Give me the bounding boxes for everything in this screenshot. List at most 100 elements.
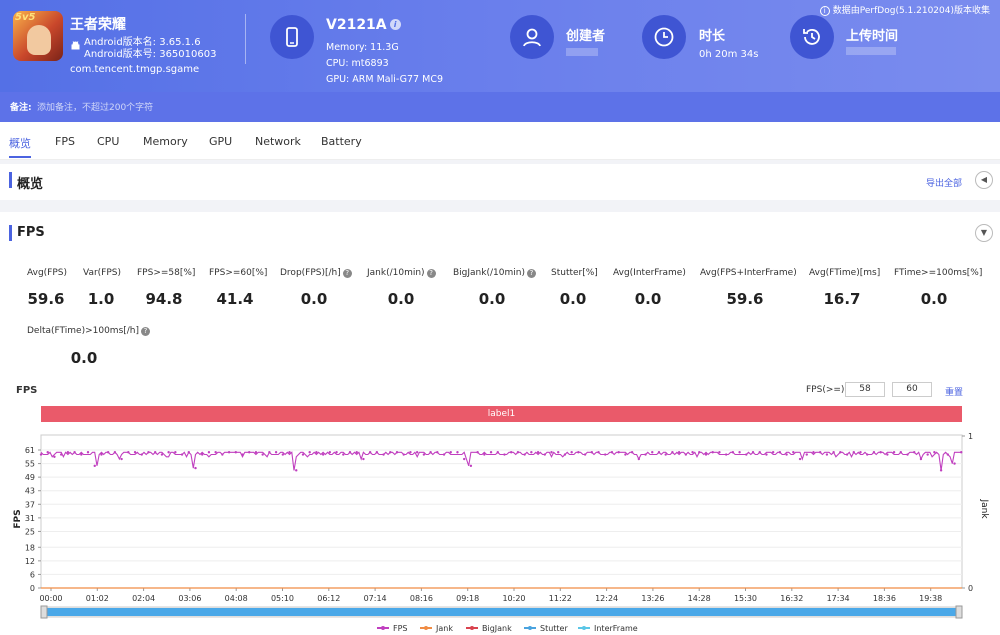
device-name: V2121A i xyxy=(326,17,401,33)
metric-value: 0.0 xyxy=(634,290,662,308)
legend-label[interactable]: Stutter xyxy=(540,624,568,633)
label-bar[interactable]: label1 xyxy=(41,406,962,422)
metric-label: Avg(FPS+InterFrame) xyxy=(700,268,797,278)
range-handle-left[interactable] xyxy=(40,605,48,619)
fps-point xyxy=(845,453,849,456)
remark-bar xyxy=(0,92,1000,122)
fps-point xyxy=(295,469,298,472)
fps-point xyxy=(597,451,600,454)
x-tick-label: 15:30 xyxy=(734,594,757,603)
fps-point xyxy=(570,451,573,454)
fps-chart[interactable]: 0 6 12 18 25 31 37 43 49 55 61 0 1 FPS Jank 00:00 01:02 0… xyxy=(0,425,1000,635)
fps-point xyxy=(174,451,177,454)
fps-point xyxy=(530,451,533,454)
info-circle-icon: i xyxy=(819,6,830,16)
fps-point xyxy=(866,453,869,456)
fps-point xyxy=(53,455,56,458)
export-all-link[interactable]: 导出全部 xyxy=(926,179,963,189)
fps-point xyxy=(227,451,231,454)
fps-point xyxy=(590,451,594,454)
fps-point xyxy=(395,451,399,454)
tab-gpu[interactable]: GPU xyxy=(209,135,233,148)
fps-point xyxy=(288,451,291,454)
fps-threshold-label: FPS(>=) xyxy=(806,385,845,395)
fps-point xyxy=(127,451,130,454)
help-icon[interactable]: ? xyxy=(426,269,436,278)
info-icon[interactable]: i xyxy=(389,19,401,30)
overview-section xyxy=(0,164,1000,200)
phone-icon xyxy=(270,15,314,59)
fps-point xyxy=(832,451,835,454)
fps-point xyxy=(718,451,721,454)
fps-point xyxy=(234,451,237,454)
app-icon-badge: 5v5 xyxy=(15,12,36,23)
duration-value: 0h 20m 34s xyxy=(699,49,759,60)
fps-point xyxy=(899,451,902,454)
source-note: i 数据由PerfDog(5.1.210204)版本收集 xyxy=(819,3,990,16)
fps-threshold-input-2[interactable]: 60 xyxy=(892,382,932,397)
y-tick-label: 55 xyxy=(25,460,35,469)
fps-point xyxy=(818,451,822,454)
tab-cpu[interactable]: CPU xyxy=(97,135,120,148)
tab-battery[interactable]: Battery xyxy=(321,135,362,148)
tab-fps[interactable]: FPS xyxy=(55,135,75,148)
metric-label: Avg(FTime)[ms] xyxy=(809,268,881,278)
android-icon xyxy=(70,40,81,54)
fps-point xyxy=(436,451,439,454)
fps-point xyxy=(80,453,83,456)
fps-point xyxy=(207,451,211,454)
fps-threshold-input-1[interactable]: 58 xyxy=(845,382,885,397)
device-gpu: GPU: ARM Mali-G77 MC9 xyxy=(326,74,443,85)
legend-label[interactable]: FPS xyxy=(393,624,408,633)
x-tick-label: 04:08 xyxy=(225,594,248,603)
spacer xyxy=(0,200,1000,212)
tab-overview[interactable]: 概览 xyxy=(9,137,31,150)
x-tick-label: 00:00 xyxy=(39,594,62,603)
fps-point xyxy=(462,457,466,461)
legend-marker xyxy=(381,626,385,630)
metric-value: 0.0 xyxy=(478,290,506,308)
fps-point xyxy=(523,453,526,456)
metric-value: 1.0 xyxy=(87,290,115,308)
tab-memory[interactable]: Memory xyxy=(143,135,188,148)
x-tick-label: 09:18 xyxy=(456,594,479,603)
fps-point xyxy=(731,451,735,454)
fps-point xyxy=(382,453,385,456)
remark-input[interactable]: 添加备注，不超过200个字符 xyxy=(37,103,154,113)
help-icon[interactable]: ? xyxy=(141,327,151,336)
metric-value: 0.0 xyxy=(300,290,328,308)
range-scrollbar-thumb[interactable] xyxy=(45,608,958,616)
fps-point xyxy=(100,453,103,456)
reset-link[interactable]: 重置 xyxy=(945,388,964,398)
fps-point xyxy=(738,451,741,454)
fps-point xyxy=(375,451,379,454)
fps-point xyxy=(906,453,909,456)
legend-label[interactable]: Jank xyxy=(435,624,453,633)
fps-point xyxy=(321,453,325,456)
x-tick-label: 13:26 xyxy=(641,594,664,603)
fps-point xyxy=(677,451,681,454)
y-tick-label: 18 xyxy=(25,543,35,552)
fps-point xyxy=(489,451,493,454)
y2-axis-label: Jank xyxy=(979,498,989,519)
fps-point xyxy=(389,451,392,454)
help-icon[interactable]: ? xyxy=(526,269,536,278)
fps-point xyxy=(66,451,70,454)
metric-label: Avg(FPS) xyxy=(27,268,68,278)
legend-label[interactable]: BigJank xyxy=(482,624,512,633)
help-icon[interactable]: ? xyxy=(342,269,352,278)
legend-label[interactable]: InterFrame xyxy=(594,624,638,633)
collapse-left-icon[interactable]: ◀ xyxy=(975,171,993,189)
tab-network[interactable]: Network xyxy=(255,135,301,148)
creator-title: 创建者 xyxy=(566,29,606,44)
fps-point xyxy=(59,453,63,456)
fps-point xyxy=(583,453,587,456)
metric-value: 0.0 xyxy=(70,349,98,367)
fps-point xyxy=(442,453,446,456)
fps-point xyxy=(536,451,540,454)
fps-point xyxy=(342,453,345,456)
range-handle-right[interactable] xyxy=(955,605,963,619)
fps-point xyxy=(483,453,486,456)
collapse-down-icon[interactable]: ▼ xyxy=(975,224,993,242)
fps-point xyxy=(960,451,963,454)
